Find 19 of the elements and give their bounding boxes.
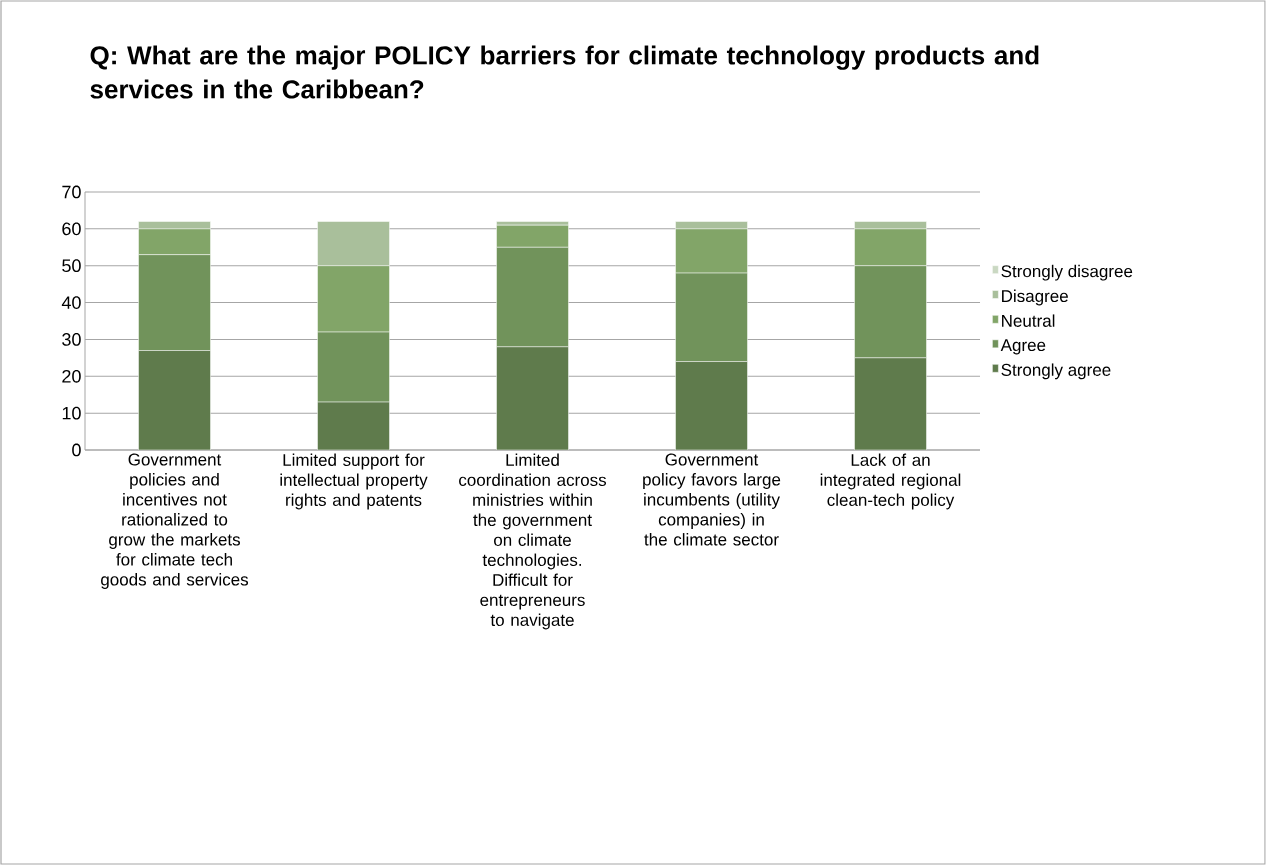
x-tick-label: Limited support for intellectual property rights and patents xyxy=(280,453,428,510)
x-tick-label: Government policies and incentives not rationalized to grow the markets for climate tech goods and services xyxy=(101,453,249,589)
category-label: Limited coordination across ministries within the government on climate technologies. Difficult for entrepreneurs to navigate xyxy=(459,453,607,630)
legend-label: Neutral xyxy=(1002,314,1055,327)
legend-label: Disagree xyxy=(1002,289,1068,306)
x-tick-label: Government policy favors large incumbents (utility companies) in the climate sector xyxy=(643,453,781,546)
y-tick-label: 20 xyxy=(62,369,81,383)
y-tick-label: 40 xyxy=(61,296,81,309)
y-tick-label: 50 xyxy=(62,259,81,273)
y-tick-label: 10 xyxy=(62,406,81,420)
legend-label: Agree xyxy=(1000,339,1046,355)
y-tick-label: 70 xyxy=(62,185,81,199)
legend-label: Strongly disagree xyxy=(1001,264,1133,281)
chart-title: Q: What are the major POLICY barriers for climate technology products and services in the Caribbean? xyxy=(90,45,1039,99)
y-tick-label: 30 xyxy=(62,333,81,346)
legend-label: Strongly agree xyxy=(1001,363,1111,380)
y-tick-label: 60 xyxy=(62,222,81,236)
x-tick-label: Lack of an integrated regional clean-tech policy xyxy=(820,453,961,510)
y-tick-label: 0 xyxy=(72,443,81,457)
